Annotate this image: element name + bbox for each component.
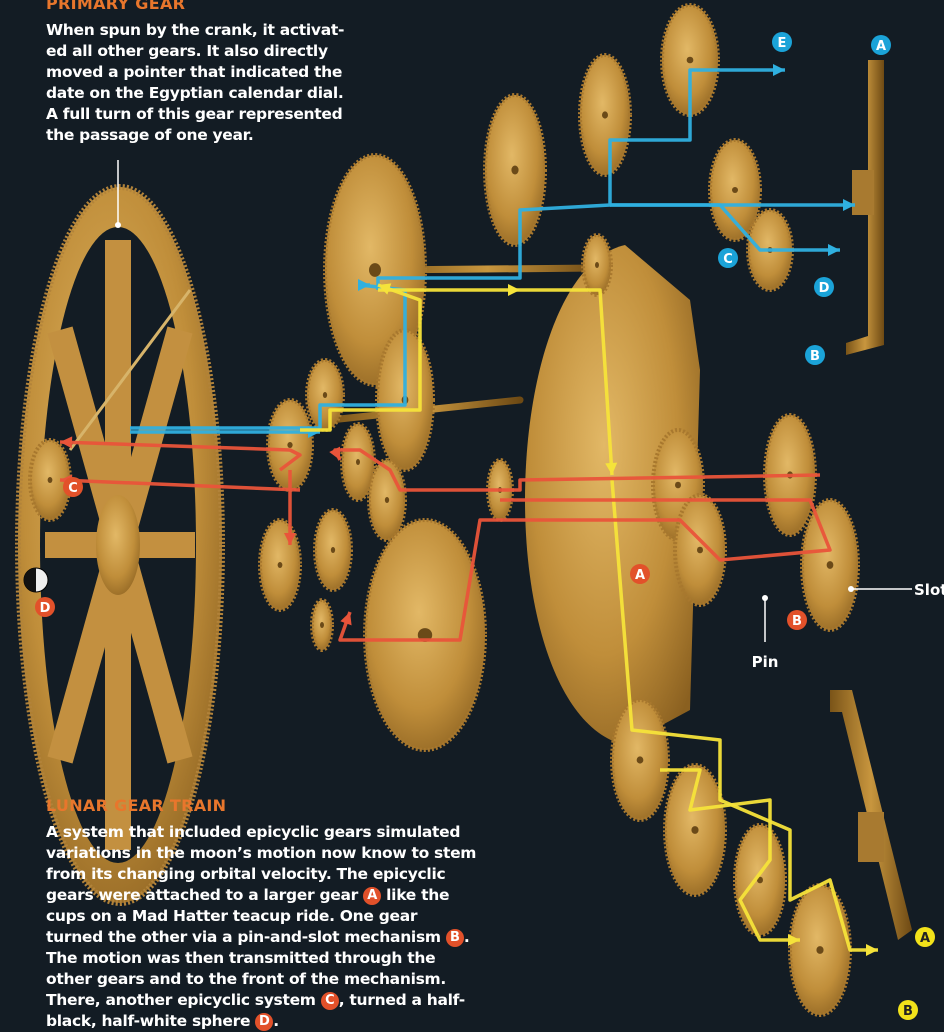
gear-hub <box>595 262 599 268</box>
label-letter: B <box>903 1004 913 1019</box>
gear-hub <box>287 442 292 448</box>
lunar-text: A system that included epicyclic gears s… <box>46 822 478 1032</box>
label-letter: E <box>778 36 787 51</box>
callout-dot <box>848 586 854 592</box>
gear-hub <box>331 547 335 553</box>
gear-hub <box>675 482 681 489</box>
gear-hub <box>356 459 360 465</box>
gear-hub <box>816 946 823 954</box>
text-line: date on the Egyptian calendar dial. <box>46 83 344 104</box>
gear-hub <box>697 547 703 554</box>
label-letter: A <box>876 39 886 54</box>
arrow-head <box>508 284 520 296</box>
label-letter: D <box>40 601 51 616</box>
gear-hub <box>602 111 608 118</box>
gear-hub <box>691 826 698 834</box>
gear-hub <box>48 477 53 483</box>
callout-dot <box>762 595 768 601</box>
inline-badge: C <box>321 992 339 1010</box>
primary-text: When spun by the crank, it activat-ed al… <box>46 20 344 146</box>
label-letter: C <box>723 252 733 267</box>
label-letter: C <box>68 481 78 496</box>
page: E A C D B C D A B A B Slot Pin PRIMARY GEAR When spu… <box>0 0 944 1020</box>
inline-badge: D <box>255 1013 273 1031</box>
gear-hub <box>687 57 694 64</box>
gear-hub <box>511 166 518 175</box>
gear-hub <box>732 187 738 193</box>
gear-hub <box>827 561 834 569</box>
label-letter: B <box>810 349 820 364</box>
text-line: ed all other gears. It also directly <box>46 41 344 62</box>
gear-hub <box>320 622 324 628</box>
gear-hub <box>637 756 644 763</box>
gear-hub <box>278 562 283 568</box>
inline-badge: A <box>363 887 381 905</box>
arrow-head <box>773 64 785 76</box>
text-line: the passage of one year. <box>46 125 344 146</box>
text-line: moved a pointer that indicated the <box>46 62 344 83</box>
text-line: A full turn of this gear represented <box>46 104 344 125</box>
bracket-slide <box>858 812 884 862</box>
primary-heading: PRIMARY GEAR <box>46 0 185 13</box>
gear-hub <box>323 392 327 398</box>
label-letter: D <box>819 281 830 296</box>
arrow-head <box>828 244 840 256</box>
primary-hub <box>96 495 140 595</box>
text-run: . <box>273 1012 279 1030</box>
bracket-slide <box>852 170 874 215</box>
label-letter: A <box>635 568 645 583</box>
gear-hub <box>369 263 381 277</box>
text-line: When spun by the crank, it activat- <box>46 20 344 41</box>
lunar-heading: LUNAR GEAR TRAIN <box>46 796 226 815</box>
inline-badge: B <box>446 929 464 947</box>
label-letter: B <box>792 614 802 629</box>
callout-label: Slot <box>914 581 944 599</box>
label-letter: A <box>920 931 930 946</box>
callout-label: Pin <box>752 653 779 671</box>
gear-hub <box>385 497 389 503</box>
callout-dot <box>115 222 121 228</box>
arrow-head <box>866 944 878 956</box>
